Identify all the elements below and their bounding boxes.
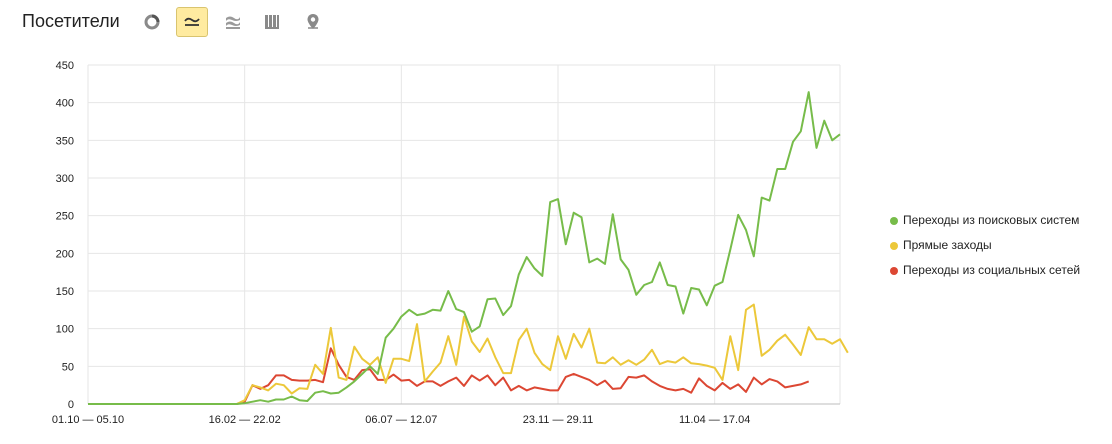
line-chart: 0 50 100 150 200 250 300 350 400 450 01.10 — 05.10… bbox=[52, 60, 849, 426]
legend-marker bbox=[890, 242, 898, 250]
bar-chart-view-button[interactable] bbox=[256, 7, 288, 37]
legend-marker bbox=[890, 267, 898, 275]
legend-label: Прямые заходы bbox=[903, 238, 992, 252]
header: Посетители bbox=[0, 0, 1112, 44]
legend-label: Переходы из социальных сетей bbox=[903, 263, 1081, 277]
line-chart-view-button[interactable] bbox=[176, 7, 208, 37]
y-tick-label: 250 bbox=[56, 211, 74, 223]
y-tick-label: 400 bbox=[56, 98, 74, 110]
pie-chart-view-button[interactable] bbox=[136, 7, 168, 37]
widget-title: Посетители bbox=[22, 11, 120, 31]
y-tick-label: 450 bbox=[56, 60, 74, 72]
x-tick-label: 16.02 — 22.02 bbox=[209, 414, 281, 426]
bar-chart-icon bbox=[265, 15, 279, 29]
x-tick-label: 11.04 — 17.04 bbox=[679, 414, 750, 426]
area-chart-view-button[interactable] bbox=[217, 7, 249, 37]
y-tick-label: 200 bbox=[56, 248, 74, 260]
area-chart-icon bbox=[226, 16, 240, 29]
legend-item-social[interactable]: Переходы из социальных сетей bbox=[890, 263, 1105, 288]
x-tick-label: 23.11 — 29.11 bbox=[523, 414, 594, 426]
y-tick-label: 150 bbox=[56, 286, 74, 298]
map-pin-icon bbox=[307, 14, 319, 29]
y-tick-label: 100 bbox=[56, 324, 74, 336]
x-tick-label: 01.10 — 05.10 bbox=[52, 414, 124, 426]
legend-item-direct[interactable]: Прямые заходы bbox=[890, 238, 1105, 263]
y-tick-label: 50 bbox=[62, 361, 74, 373]
y-tick-label: 350 bbox=[56, 135, 74, 147]
y-tick-label: 300 bbox=[56, 173, 74, 185]
legend-item-search[interactable]: Переходы из поисковых систем bbox=[890, 213, 1105, 238]
legend-marker bbox=[890, 217, 898, 225]
series-line-social bbox=[88, 347, 810, 405]
pie-chart-icon bbox=[144, 14, 160, 30]
y-tick-label: 0 bbox=[68, 399, 74, 411]
x-tick-label: 06.07 — 12.07 bbox=[365, 414, 437, 426]
series-line-search bbox=[88, 91, 841, 405]
line-chart-icon bbox=[184, 17, 200, 26]
chart-legend: Переходы из поисковых систем Прямые захо… bbox=[890, 213, 1105, 288]
map-view-button[interactable] bbox=[297, 7, 329, 37]
legend-label: Переходы из поисковых систем bbox=[903, 213, 1080, 227]
